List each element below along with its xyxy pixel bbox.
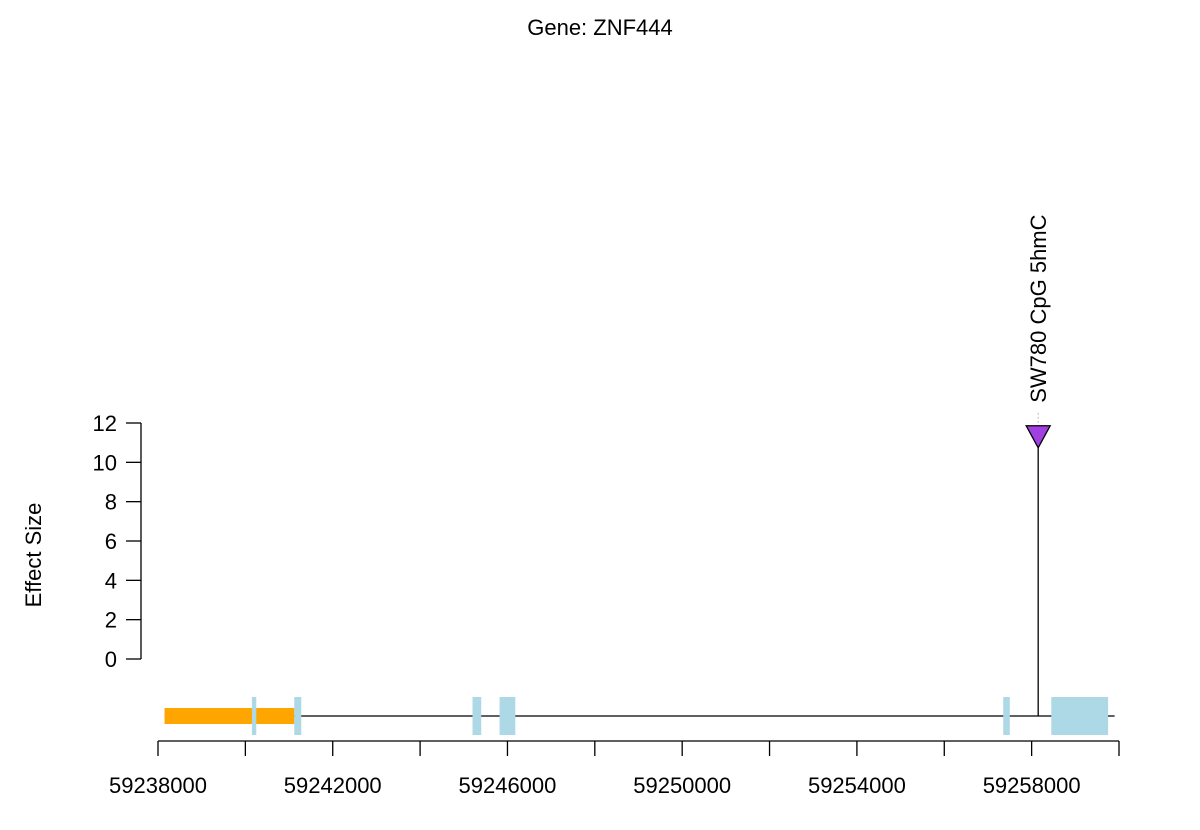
- x-tick-label: 59258000: [983, 773, 1081, 798]
- y-tick-label: 6: [105, 529, 117, 554]
- x-tick-label: 59254000: [808, 773, 906, 798]
- gene-track: [164, 697, 1115, 735]
- y-tick-label: 12: [93, 411, 117, 436]
- exon-block: [499, 697, 516, 735]
- y-axis-label: Effect Size: [21, 503, 46, 608]
- x-tick-label: 59238000: [109, 773, 207, 798]
- exon-block: [294, 697, 302, 735]
- point-label: SW780 CpG 5hmC: [1026, 214, 1051, 402]
- y-tick-label: 8: [105, 490, 117, 515]
- x-tick-label: 59246000: [459, 773, 557, 798]
- exon-block: [251, 697, 257, 735]
- y-tick-label: 2: [105, 608, 117, 633]
- utr-block: [164, 708, 295, 724]
- x-axis: 59238000 59242000 59246000 59250000 59254000…: [109, 740, 1120, 798]
- y-tick-label: 10: [93, 450, 117, 475]
- exon-block: [472, 697, 482, 735]
- point-marker: [1025, 425, 1052, 450]
- x-tick-label: 59242000: [284, 773, 382, 798]
- y-axis: 0 2 4 6 8 10 12: [93, 411, 142, 672]
- exon-block: [1051, 697, 1109, 735]
- data-points: SW780 CpG 5hmC: [1025, 214, 1052, 716]
- exon-block: [1003, 697, 1010, 735]
- x-tick-label: 59250000: [633, 773, 731, 798]
- y-tick-label: 0: [105, 647, 117, 672]
- chart-title: Gene: ZNF444: [527, 15, 673, 40]
- y-tick-label: 4: [105, 568, 117, 593]
